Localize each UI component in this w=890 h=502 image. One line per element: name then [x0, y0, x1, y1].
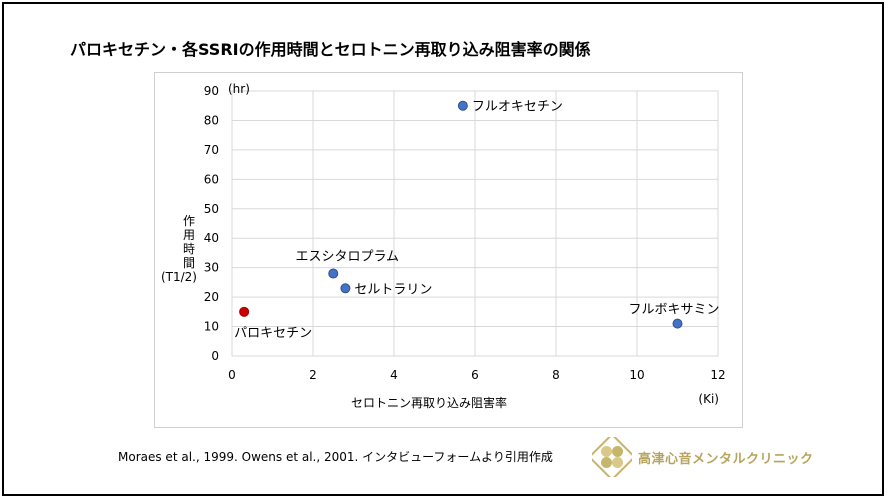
x-axis-title: セロトニン再取り込み阻害率	[351, 395, 507, 410]
x-tick-label: 6	[471, 368, 479, 382]
data-point	[672, 318, 683, 329]
y-tick-label: 70	[204, 143, 219, 157]
clover-logo-icon	[592, 437, 632, 477]
data-label: エスシタロプラム	[295, 250, 399, 265]
data-label: フルボキサミン	[628, 303, 719, 318]
x-tick-label: 4	[390, 368, 398, 382]
x-tick-label: 0	[228, 368, 236, 382]
data-label: パロキセチン	[234, 326, 312, 341]
y-axis-title-sub: (T1/2)	[161, 270, 197, 284]
x-tick-label: 2	[309, 368, 317, 382]
page-title: パロキセチン・各SSRIの作用時間とセロトニン再取り込み阻害率の関係	[70, 40, 591, 59]
citation-text: Moraes et al., 1999. Owens et al., 2001.…	[118, 450, 553, 464]
y-tick-label: 20	[204, 290, 219, 304]
y-axis-title-char: 間	[183, 256, 195, 270]
y-tick-label: 60	[204, 172, 219, 186]
y-tick-label: 90	[204, 84, 219, 98]
y-tick-label: 10	[204, 320, 219, 334]
data-label: セルトラリン	[354, 282, 432, 297]
data-point	[239, 306, 250, 317]
y-tick-label: 40	[204, 231, 219, 245]
y-tick-label: 0	[211, 349, 219, 363]
clinic-logo: 高津心音メンタルクリニック	[592, 436, 813, 478]
slide-frame: パロキセチン・各SSRIの作用時間とセロトニン再取り込み阻害率の関係 0 10 20…	[2, 2, 884, 496]
x-tick-label: 12	[710, 368, 725, 382]
x-tick-label: 10	[629, 368, 644, 382]
clinic-name: 高津心音メンタルクリニック	[638, 452, 814, 467]
data-point	[340, 283, 351, 294]
y-tick-label: 80	[204, 113, 219, 127]
chart-container: 0 10 20 30 40 50 60 70 80 90 0 2 4 6 8 10 12 (hr) (Ki) セロトニ…	[154, 72, 743, 428]
y-tick-label: 50	[204, 202, 219, 216]
x-tick-label: 8	[552, 368, 560, 382]
data-point	[328, 268, 339, 279]
data-label: フルオキセチン	[472, 100, 563, 115]
y-tick-label: 30	[204, 261, 219, 275]
y-unit-label: (hr)	[228, 82, 250, 96]
x-unit-label: (Ki)	[698, 392, 719, 406]
y-axis-title-char: 時	[183, 242, 195, 256]
data-point	[457, 100, 468, 111]
y-axis-title-char: 用	[183, 228, 195, 242]
y-axis-title-char: 作	[183, 214, 195, 228]
scatter-chart: 0 10 20 30 40 50 60 70 80 90 0 2 4 6 8 10 12 (hr) (Ki) セロトニ…	[161, 82, 726, 410]
